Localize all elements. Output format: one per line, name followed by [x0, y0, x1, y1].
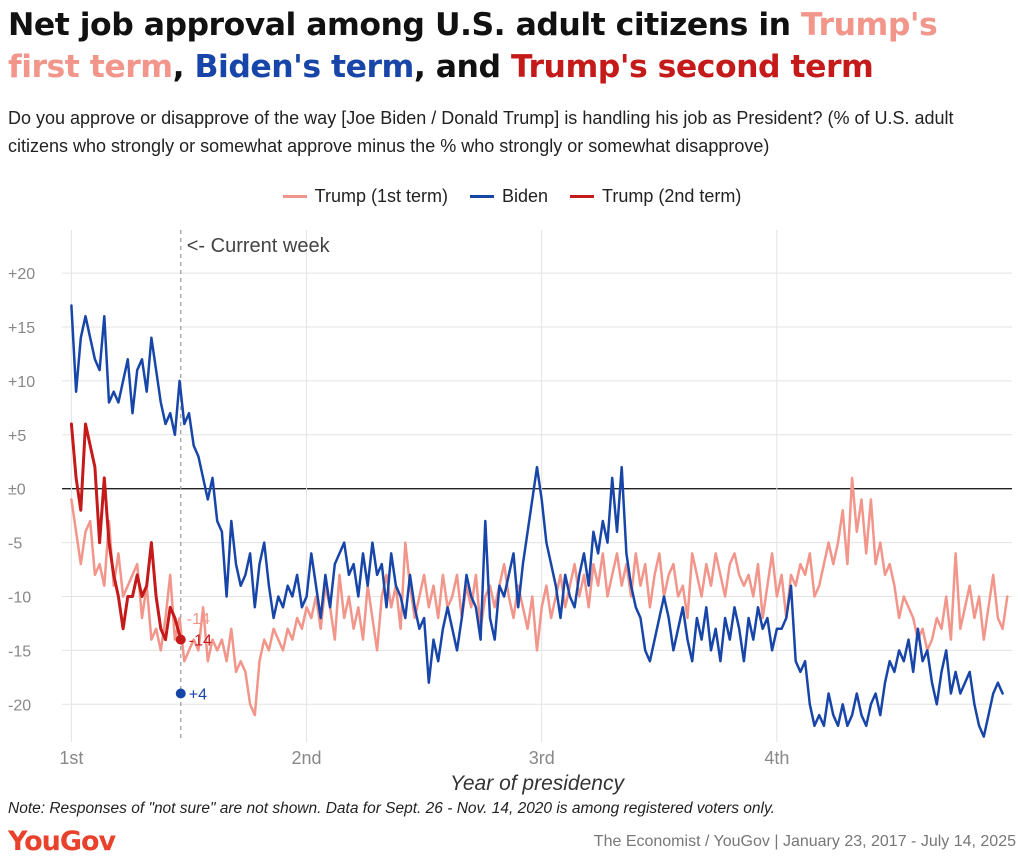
title-part1: Net job approval among U.S. adult citize…: [8, 7, 802, 43]
series-line-biden: [70, 304, 1004, 738]
x-tick-label: 2nd: [292, 748, 322, 768]
x-tick-label: 3rd: [529, 748, 555, 768]
chart-subtitle: Do you approve or disapprove of the way …: [8, 108, 954, 156]
current-marker-biden: [175, 688, 186, 699]
x-tick-label: 4th: [764, 748, 789, 768]
y-tick-label: -15: [8, 643, 31, 660]
title-biden-term: Biden's term: [194, 49, 415, 85]
y-tick-label: +20: [8, 266, 35, 283]
legend-swatch-biden: [469, 194, 494, 198]
legend-item-biden: Biden: [469, 183, 549, 209]
y-tick-label: -20: [8, 697, 31, 714]
series-line-trump2: [69, 422, 183, 642]
y-tick-label: -10: [8, 589, 31, 606]
legend-item-trump-second-term: Trump (2nd term): [570, 183, 741, 209]
y-tick-label: +5: [8, 428, 26, 445]
legend-label-biden: Biden: [501, 185, 549, 206]
series-line-trump1: [70, 476, 1009, 717]
title-sep2: , and: [413, 49, 511, 85]
y-tick-label: -5: [8, 536, 22, 553]
value-label-trump2: -14: [189, 633, 212, 650]
title-trump-second-term: Trump's second term: [510, 49, 874, 85]
chart-title: Net job approval among U.S. adult citize…: [8, 4, 1018, 88]
legend-label-trump-first-term: Trump (1st term): [314, 185, 448, 206]
title-sep1: ,: [172, 49, 195, 85]
current-week-label: <- Current week: [187, 235, 331, 257]
value-label-biden: +4: [189, 686, 207, 703]
legend-swatch-trump-second-term: [570, 194, 595, 198]
current-marker-trump2: [175, 634, 186, 645]
legend-label-trump-second-term: Trump (2nd term): [602, 185, 742, 206]
chart-note: Note: Responses of "not sure" are not sh…: [8, 800, 775, 817]
y-tick-label: +15: [8, 320, 35, 337]
chart-source: The Economist / YouGov | January 23, 201…: [593, 833, 1016, 850]
y-tick-label: +10: [8, 374, 35, 391]
y-tick-label: ±0: [8, 482, 26, 499]
yougov-logo: YouGov: [8, 826, 116, 857]
title-trump-first-term: Trump's first term: [8, 7, 938, 85]
chart-legend: Trump (1st term) Biden Trump (2nd term): [0, 183, 1024, 209]
legend-swatch-trump-first-term: [282, 194, 307, 198]
x-tick-label: 1st: [59, 748, 83, 768]
x-axis-title: Year of presidency: [450, 772, 625, 795]
legend-item-trump-first-term: Trump (1st term): [282, 183, 448, 209]
value-label-trump1: -14: [187, 611, 210, 628]
line-chart: +20 +15 +10 +5 ±0 -5 -10 -15 -20 1st 2nd 3rd 4th Year…: [8, 230, 1012, 795]
